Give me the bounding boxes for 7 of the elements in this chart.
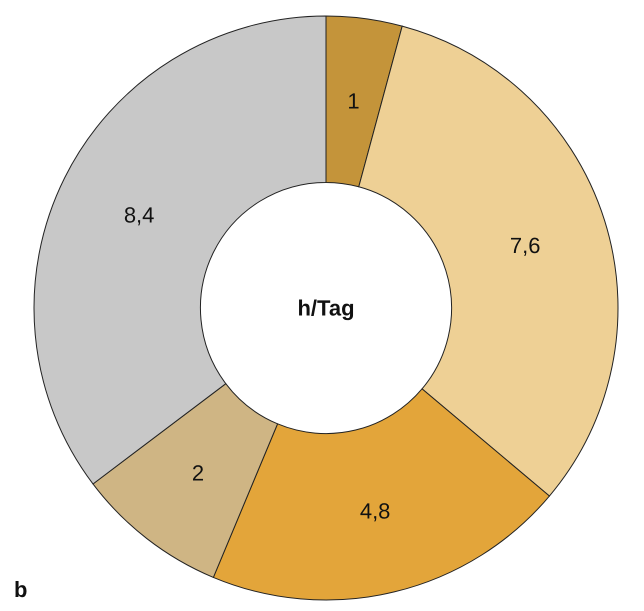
data-label: 2 bbox=[192, 460, 204, 486]
text: h/Tag bbox=[297, 296, 355, 320]
data-label: 7,6 bbox=[510, 233, 541, 258]
data-label: 4,8 bbox=[360, 498, 390, 524]
data-label: 1 bbox=[347, 88, 360, 114]
data-label: 8,4 bbox=[124, 202, 154, 228]
text: b bbox=[14, 577, 28, 602]
